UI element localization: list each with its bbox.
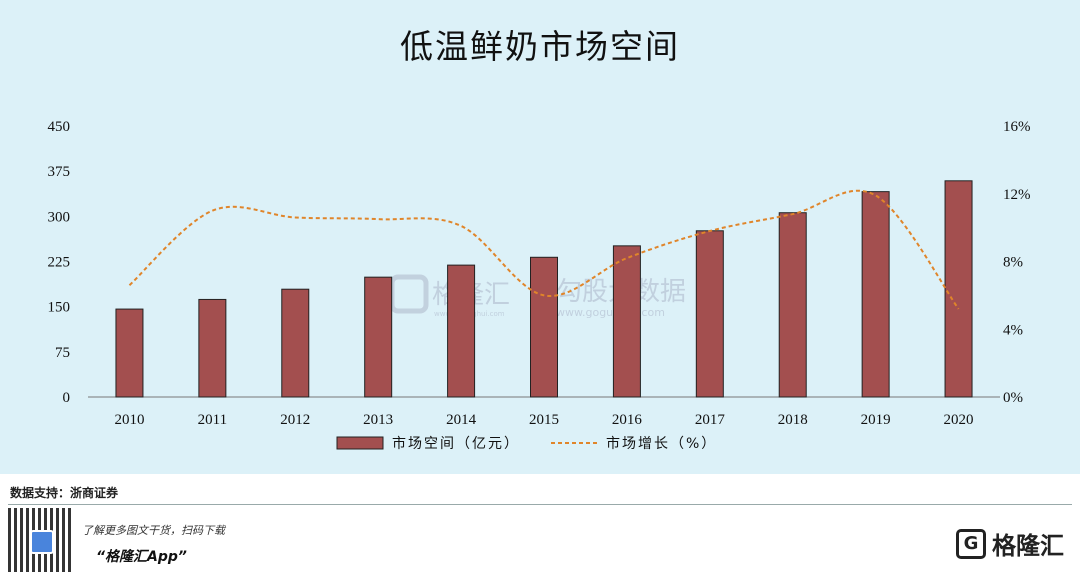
brand-g-icon: G	[956, 528, 986, 559]
x-tick-2011: 2011	[198, 412, 227, 428]
legend: 市场空间（亿元） 市场增长（%）	[336, 435, 717, 452]
left-axis-tick-label: 375	[48, 164, 71, 180]
x-tick-2020: 2020	[944, 412, 974, 428]
right-axis-tick-label: 0%	[1003, 390, 1023, 406]
bar-2016	[612, 245, 641, 398]
bar-2018	[778, 212, 807, 398]
x-tick-2017: 2017	[695, 412, 726, 428]
left-axis-tick-label: 225	[48, 255, 71, 271]
x-tick-2010: 2010	[114, 412, 144, 428]
right-axis-tick-label: 12%	[1003, 187, 1031, 203]
bar-2013	[364, 276, 393, 398]
left-axis-tick-label: 75	[55, 345, 70, 361]
x-tick-2013: 2013	[363, 412, 393, 428]
promo-text: 了解更多图文干货，扫码下载	[82, 524, 225, 537]
right-axis-tick-label: 16%	[1003, 119, 1031, 135]
bar-2017	[695, 230, 724, 398]
brand-name: 格隆汇	[992, 532, 1064, 560]
x-tick-labels: 2010 2011 2012 2013 2014 2015 2016 2017 2018 2019…	[114, 412, 973, 428]
left-axis-tick-label: 300	[48, 209, 71, 225]
promo-app-name: “格隆汇App”	[96, 549, 187, 565]
left-axis-tick-label: 450	[48, 119, 71, 135]
legend-bar-swatch	[336, 436, 384, 450]
right-axis-tick-label: 4%	[1003, 322, 1023, 338]
legend-line-label: 市场增长（%）	[606, 435, 717, 452]
chart-svg: 格隆汇 www.gelonghui.com 勾股大数据 www.gogudata…	[48, 119, 1031, 452]
bar-2014	[447, 264, 476, 398]
growth-line	[128, 189, 960, 310]
bar-2012	[281, 288, 310, 398]
x-tick-2014: 2014	[446, 412, 477, 428]
watermark-data-url: www.gogudata.com	[556, 306, 665, 319]
growth-line-path	[128, 189, 960, 310]
qr-code-icon	[8, 508, 72, 572]
x-tick-2019: 2019	[861, 412, 891, 428]
bar-2010	[115, 308, 144, 398]
left-axis-tick-label: 0	[63, 390, 71, 406]
footer-divider	[8, 504, 1072, 505]
bar-2015	[530, 256, 558, 398]
watermark-logo-icon	[389, 274, 429, 314]
brand-logo: G 格隆汇	[956, 526, 1064, 561]
x-tick-2018: 2018	[778, 412, 808, 428]
bars	[115, 180, 973, 398]
data-source: 数据支持：浙商证券	[10, 486, 119, 500]
footer: 数据支持：浙商证券 了解更多图文干货，扫码下载 “格隆汇App” G 格隆汇	[0, 474, 1080, 578]
chart-title: 低温鲜奶市场空间	[400, 27, 680, 66]
x-tick-2015: 2015	[529, 412, 559, 428]
legend-bar-label: 市场空间（亿元）	[392, 435, 520, 452]
x-tick-2016: 2016	[612, 412, 643, 428]
bar-2011	[198, 298, 227, 398]
bar-2019	[861, 191, 890, 398]
right-axis-tick-label: 8%	[1003, 255, 1023, 271]
left-axis-tick-label: 150	[48, 300, 71, 316]
bar-2020	[944, 180, 973, 398]
x-tick-2012: 2012	[280, 412, 310, 428]
